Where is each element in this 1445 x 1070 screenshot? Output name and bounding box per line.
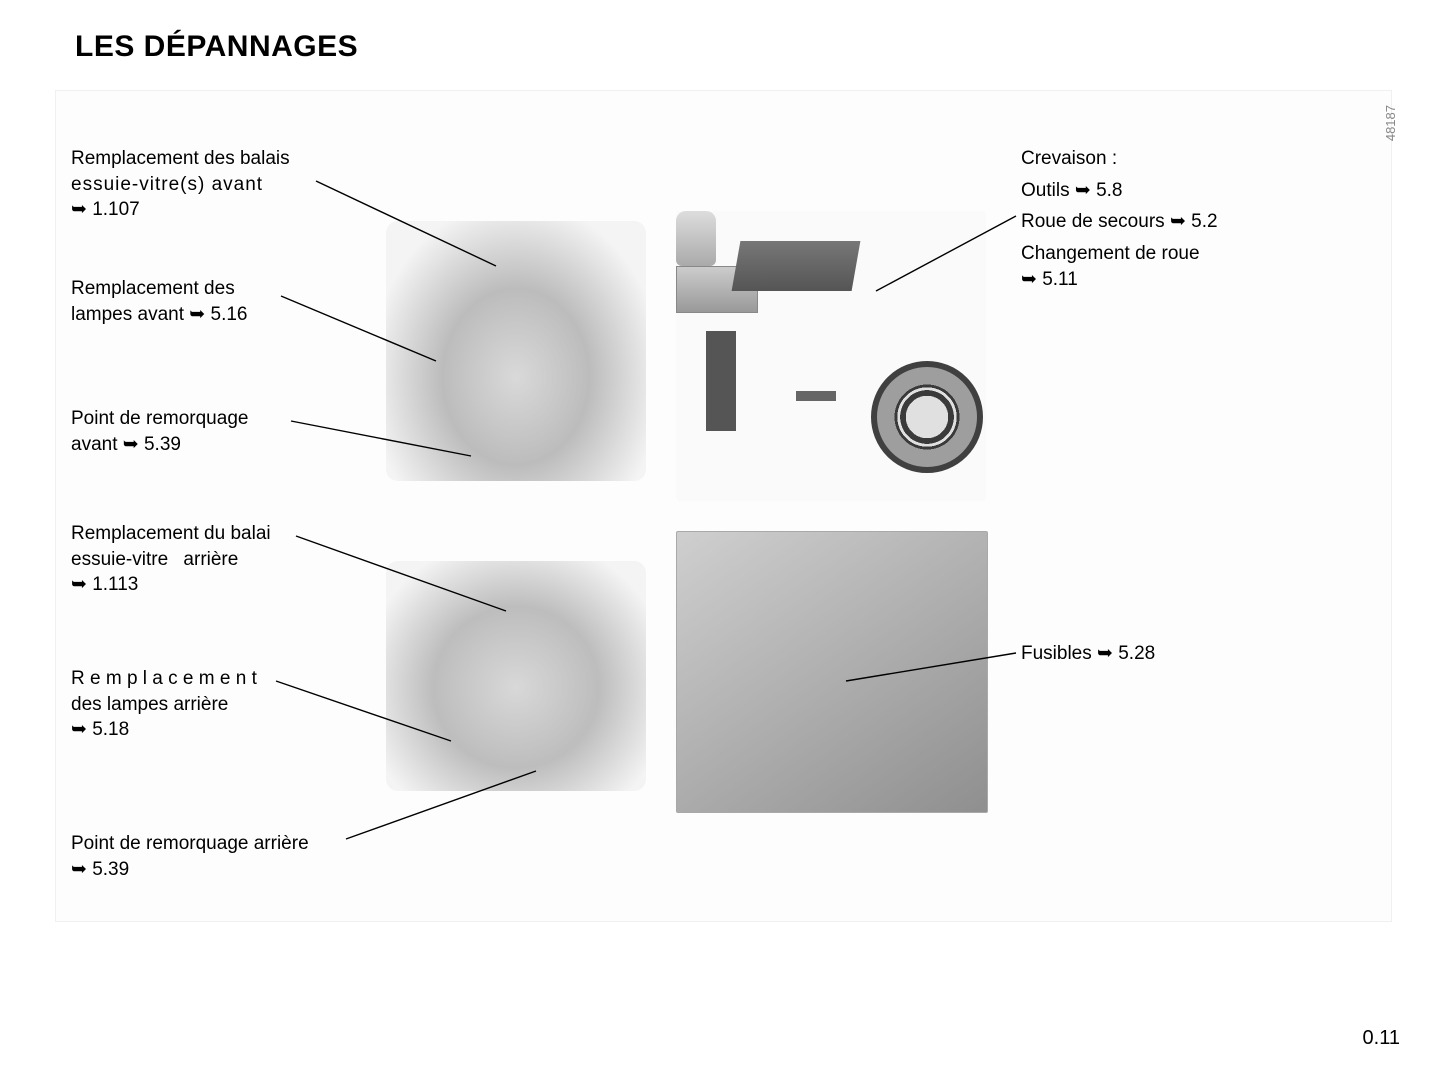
text-line: avant xyxy=(71,434,117,455)
label: Roue de secours xyxy=(1021,211,1165,232)
callout-lamps-front: Remplacement des lampes avant ➥ 5.16 xyxy=(71,276,291,327)
car-rear-illustration xyxy=(386,561,646,791)
callout-wiper-front: Remplacement des balais essuie-vitre(s) … xyxy=(71,146,311,223)
spare-wheel-icon xyxy=(871,361,983,473)
puncture-item: Changement de roue ➥ 5.11 xyxy=(1021,241,1246,292)
arrow-icon: ➥ xyxy=(189,304,205,325)
text-line: Remplacement des xyxy=(71,278,235,299)
text-line: des lampes arrière xyxy=(71,694,228,715)
page-ref: 5.28 xyxy=(1118,643,1155,664)
callout-tow-front: Point de remorquage avant ➥ 5.39 xyxy=(71,406,301,457)
callout-puncture: Crevaison : Outils ➥ 5.8 Roue de secours… xyxy=(1021,146,1246,292)
arrow-icon: ➥ xyxy=(1075,180,1091,201)
label: Outils xyxy=(1021,180,1070,201)
sealant-bottle-icon xyxy=(676,211,716,266)
page-number: 0.11 xyxy=(1363,1027,1400,1050)
text-line: essuie-vitre arrière xyxy=(71,549,238,570)
figure-code: 48187 xyxy=(1383,105,1398,141)
puncture-item: Outils ➥ 5.8 xyxy=(1021,178,1246,204)
arrow-icon: ➥ xyxy=(71,199,87,220)
tools-illustration xyxy=(676,211,986,501)
arrow-icon: ➥ xyxy=(71,719,87,740)
arrow-icon: ➥ xyxy=(71,574,87,595)
manual-page: LES DÉPANNAGES 48187 Remplace xyxy=(0,0,1445,1070)
callout-lamps-rear: R e m p l a c e m e n t des lampes arriè… xyxy=(71,666,281,743)
page-title: LES DÉPANNAGES xyxy=(75,30,358,64)
page-ref: 5.39 xyxy=(144,434,181,455)
callout-wiper-rear: Remplacement du balai essuie-vitre arriè… xyxy=(71,521,301,598)
label: Fusibles xyxy=(1021,643,1092,664)
page-ref: 1.107 xyxy=(92,199,140,220)
arrow-icon: ➥ xyxy=(1021,269,1037,290)
text-line: Remplacement du balai xyxy=(71,523,271,544)
page-ref: 5.11 xyxy=(1042,269,1078,290)
wrench-icon xyxy=(706,331,736,431)
page-ref: 1.113 xyxy=(92,574,138,595)
figure-area: 48187 Remplacement des balais xyxy=(55,90,1392,922)
car-front-illustration xyxy=(386,221,646,481)
arrow-icon: ➥ xyxy=(71,859,87,880)
page-ref: 5.16 xyxy=(211,304,248,325)
jack-icon xyxy=(732,241,861,291)
text-line: R e m p l a c e m e n t xyxy=(71,668,257,689)
page-ref: 5.8 xyxy=(1096,180,1122,201)
puncture-item: Roue de secours ➥ 5.2 xyxy=(1021,209,1246,235)
text-line: Point de remorquage xyxy=(71,408,248,429)
arrow-icon: ➥ xyxy=(123,434,139,455)
label: Changement de roue xyxy=(1021,243,1200,264)
arrow-icon: ➥ xyxy=(1097,643,1113,664)
text-line: lampes avant xyxy=(71,304,184,325)
text-line: essuie-vitre(s) avant xyxy=(71,172,263,198)
callout-fuses: Fusibles ➥ 5.28 xyxy=(1021,641,1221,667)
heading: Crevaison : xyxy=(1021,146,1246,172)
interior-illustration xyxy=(676,531,988,813)
arrow-icon: ➥ xyxy=(1170,211,1186,232)
callout-tow-rear: Point de remorquage arrière ➥ 5.39 xyxy=(71,831,361,882)
text-line: Point de remorquage arrière xyxy=(71,833,309,854)
page-ref: 5.18 xyxy=(92,719,129,740)
page-ref: 5.39 xyxy=(92,859,129,880)
text-line: Remplacement des balais xyxy=(71,148,290,169)
lug-wrench-icon xyxy=(796,391,836,401)
page-ref: 5.2 xyxy=(1191,211,1217,232)
